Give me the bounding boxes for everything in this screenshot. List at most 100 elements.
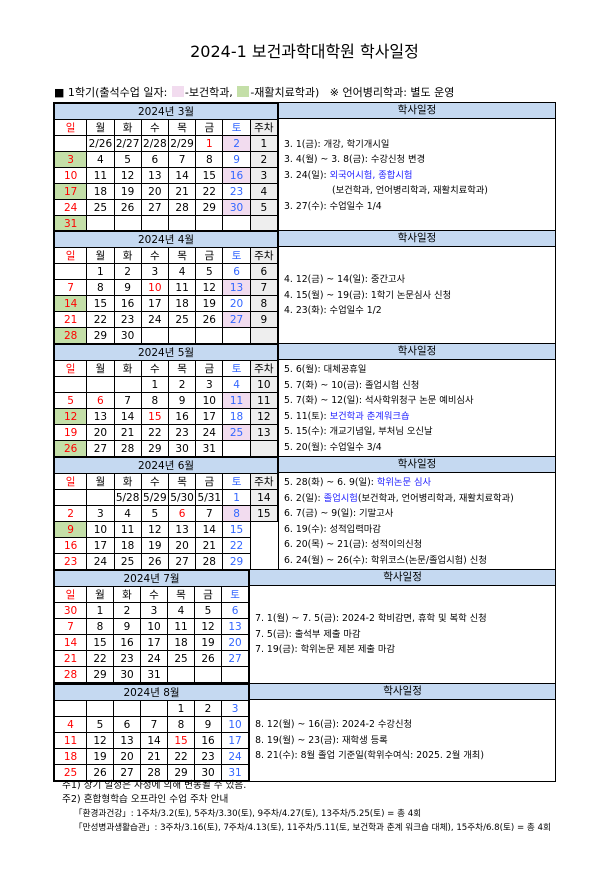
weekday-label: 수 [140, 247, 169, 264]
date-cell: 2/27 [113, 135, 142, 152]
month-block: 2024년 6월 일 월 화 수 목 금 토 주차 5/28 5/29 5/30 5/31 1 14 2 3 4 5… [53, 456, 556, 571]
event-item: 8. 19(월) ~ 23(금): 재학생 등록 [255, 733, 555, 749]
week-row: 9 10 11 12 13 14 15 [53, 521, 278, 538]
date-cell: 17 [140, 295, 169, 312]
date-cell: 16 [113, 634, 141, 651]
date-cell: 24 [195, 424, 224, 441]
schedule-header: 학사일정 [250, 570, 555, 586]
date-cell: 20 [167, 537, 197, 554]
date-cell: 11 [167, 279, 197, 296]
date-cell: 30 [113, 327, 142, 344]
date-cell: 19 [113, 183, 142, 200]
week-row: 26 27 28 29 30 31 [53, 440, 279, 457]
weekday-label: 월 [86, 247, 115, 264]
date-cell: 20 [222, 295, 251, 312]
weekday-label: 금 [195, 119, 224, 136]
weekday-label: 주차 [249, 119, 279, 136]
date-cell: 18 [54, 748, 87, 765]
event-text: 7. 1(월) ~ 7. 5(금): 2024-2 학비감면, 휴학 및 복학 … [255, 613, 487, 625]
date-cell: 28 [54, 666, 87, 683]
date-cell: 20 [140, 183, 169, 200]
event-text: 5. 11(토): [284, 410, 330, 422]
date-cell: 24 [140, 650, 168, 667]
week-number: 9 [249, 311, 279, 328]
date-cell: 20 [86, 424, 115, 441]
week-row: 17 18 19 20 21 22 23 4 [53, 183, 279, 200]
date-cell: 13 [113, 732, 141, 749]
event-item: 7. 5(금): 출석부 제출 마감 [255, 627, 555, 643]
date-cell [53, 489, 88, 506]
date-cell: 10 [53, 167, 88, 184]
week-row: 18 19 20 21 22 23 24 [54, 748, 250, 765]
week-number: 10 [249, 376, 279, 393]
week-row: 28 29 30 31 [54, 666, 250, 683]
weekday-label: 일 [53, 247, 88, 264]
schedule-panel: 학사일정 5. 6(월): 대체공휴일 5. 7(화) ~ 10(금): 졸업시험 … [278, 344, 555, 457]
date-cell [222, 327, 251, 344]
date-cell: 10 [140, 279, 169, 296]
weekday-label: 금 [195, 247, 224, 264]
date-cell: 17 [86, 537, 115, 554]
date-cell: 27 [86, 440, 115, 457]
month-header-row: 2024년 5월 [54, 344, 278, 361]
date-cell: 2 [113, 602, 141, 619]
date-cell: 4 [222, 376, 251, 393]
event-text: 5. 15(수): 개교기념일, 부처님 오신날 [284, 426, 433, 437]
schedule-panel: 학사일정 5. 28(화) ~ 6. 9(일): 학위논문 심사 6. 2(일): … [278, 457, 555, 570]
event-text: 8. 12(월) ~ 16(금): 2024-2 수강신청 [255, 719, 413, 731]
date-cell: 12 [86, 732, 114, 749]
date-cell: 7 [140, 716, 168, 733]
month-header-row: 2024년 6월 [54, 457, 278, 474]
date-cell: 26 [53, 440, 88, 457]
date-cell: 15 [86, 634, 114, 651]
date-cell: 31 [53, 215, 88, 232]
date-cell: 2 [222, 135, 251, 152]
date-cell: 12 [113, 167, 142, 184]
date-cell: 27 [167, 553, 197, 570]
date-cell: 13 [220, 618, 250, 635]
weekday-label: 목 [167, 586, 195, 603]
date-cell: 14 [167, 167, 197, 184]
event-item: 3. 27(수): 수업일수 1/4 [284, 199, 555, 215]
date-cell: 16 [113, 295, 142, 312]
date-cell: 30 [113, 666, 141, 683]
weekday-label: 토 [222, 119, 251, 136]
green-swatch [237, 86, 250, 97]
date-cell: 2 [53, 505, 88, 522]
date-cell: 5 [113, 151, 142, 168]
date-cell: 4 [167, 263, 197, 280]
date-cell: 29 [140, 440, 169, 457]
date-cell: 6 [86, 392, 115, 409]
event-text: 3. 27(수): 수업일수 1/4 [284, 200, 382, 212]
date-cell: 23 [222, 183, 251, 200]
date-cell: 3 [195, 376, 224, 393]
date-cell: 31 [140, 666, 168, 683]
date-cell: 28 [53, 327, 88, 344]
event-text: 5. 7(화) ~ 10(금): 졸업시험 신청 [284, 379, 420, 391]
weekday-label: 화 [113, 247, 142, 264]
date-cell: 13 [167, 521, 197, 538]
event-text: 학위논문 심사 [376, 477, 432, 488]
weekday-label: 월 [86, 586, 114, 603]
week-number [249, 537, 278, 554]
week-row: 2 3 4 5 6 7 8 15 [53, 505, 279, 522]
week-number: 6 [249, 263, 279, 280]
date-cell: 18 [86, 183, 115, 200]
schedule-header: 학사일정 [250, 684, 555, 700]
date-cell: 26 [194, 650, 222, 667]
weekday-label: 화 [113, 473, 142, 490]
weekday-label: 주차 [249, 473, 279, 490]
date-cell: 31 [220, 764, 250, 781]
date-cell: 19 [86, 748, 114, 765]
date-cell: 31 [195, 440, 224, 457]
month-title: 2024년 7월 [53, 570, 250, 587]
week-row: 25 26 27 28 29 30 31 [54, 764, 250, 781]
calendar-table: 2024년 3월 일 월 화 수 목 금 토 주차 2/26 2/27 2/28 2/29 1 2 1 3 4 5 6… [53, 103, 279, 232]
month-block: 2024년 5월 일 월 화 수 목 금 토 주차 1 2 3 4 10 5 6 7 8 9 10 11 11 12 13 14… [53, 343, 556, 458]
date-cell: 16 [194, 732, 222, 749]
note-2: 주2) 혼합형학습 오프라인 수업 주차 안내 [62, 794, 229, 805]
date-cell: 13 [140, 167, 169, 184]
event-item: 5. 15(수): 개교기념일, 부처님 오신날 [284, 424, 555, 440]
date-cell [167, 666, 195, 683]
